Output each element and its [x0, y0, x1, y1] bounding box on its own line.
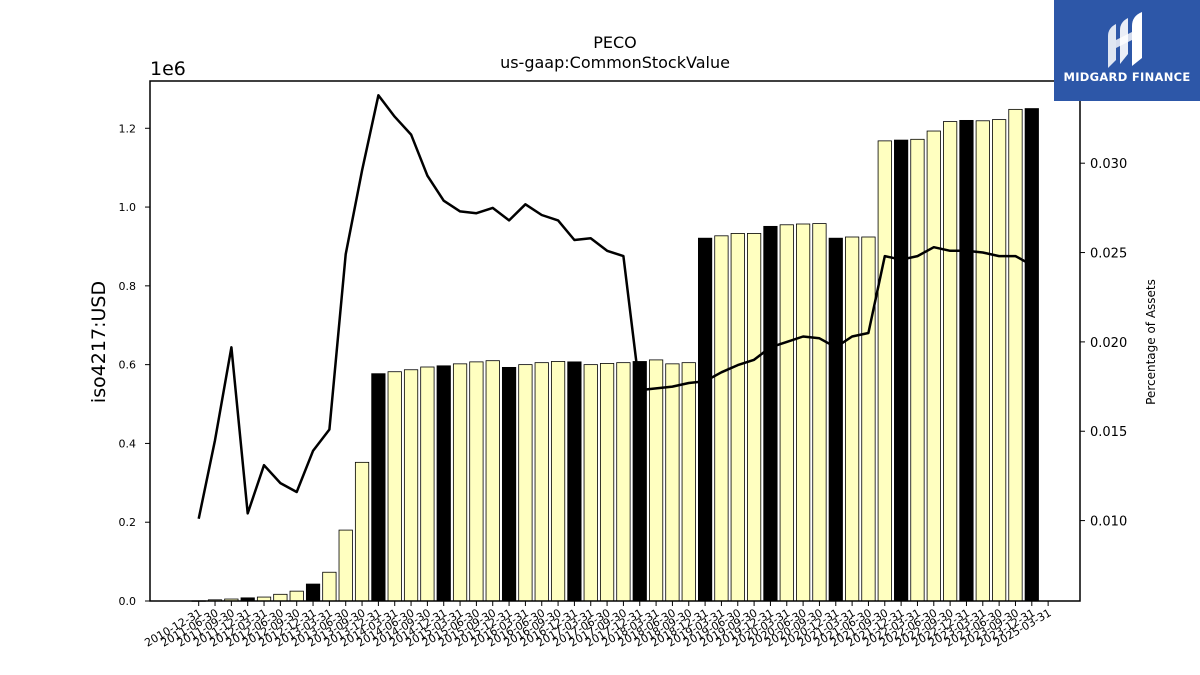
bar: [1008, 108, 1023, 602]
bar: [436, 365, 451, 602]
bar: [599, 363, 615, 602]
bar: [305, 583, 321, 602]
y2-tick-label: 0.015: [1090, 425, 1127, 440]
y-tick-label: 0.2: [119, 516, 137, 529]
bar: [518, 364, 533, 602]
y-offset-text: 1e6: [150, 58, 186, 80]
bar: [371, 373, 386, 602]
bar: [583, 364, 598, 602]
bar: [861, 236, 876, 602]
y-tick-label: 1.2: [119, 122, 137, 135]
bar: [845, 236, 860, 602]
bar: [485, 360, 500, 602]
bar: [894, 139, 909, 602]
chart-subtitle: us-gaap:CommonStockValue: [500, 53, 730, 72]
bar: [796, 223, 811, 602]
bar: [828, 237, 843, 602]
bar: [567, 361, 582, 602]
bars-group: [191, 108, 1039, 602]
y2-tick-label: 0.030: [1090, 157, 1127, 172]
plot-frame: [149, 80, 1081, 602]
y-tick-label: 0.0: [119, 595, 137, 608]
bar: [469, 361, 484, 602]
y-tick-label: 0.6: [119, 359, 137, 372]
y2-axis-label: Percentage of Assets: [1144, 279, 1158, 405]
percentage-line-group: [197, 94, 1033, 520]
chart-title: PECO: [593, 33, 637, 52]
bar: [943, 121, 958, 602]
bar: [763, 225, 778, 602]
bar: [812, 223, 827, 602]
y2-tick-label: 0.010: [1090, 515, 1127, 530]
bar: [354, 461, 370, 602]
bar: [697, 237, 713, 602]
y2-tick-label: 0.025: [1090, 247, 1127, 262]
midgard-logo-icon: [1108, 12, 1142, 68]
bar: [403, 369, 419, 602]
axes-group: 0.0 0.2 0.4 0.6 0.8 1.0 1.2 0.010 0.015 0.020 0.02…: [119, 80, 1127, 650]
bar: [550, 361, 566, 602]
bar: [273, 593, 288, 602]
bar: [648, 359, 664, 602]
bar: [632, 361, 647, 602]
y-axis-label: iso4217:USD: [88, 281, 110, 403]
bar: [681, 362, 696, 602]
bar: [992, 119, 1007, 602]
y-tick-label: 1.0: [119, 201, 137, 214]
bar: [975, 120, 990, 602]
y-tick-label: 0.4: [119, 437, 137, 450]
bar: [779, 224, 794, 602]
bar: [322, 571, 337, 602]
bar: [747, 233, 762, 602]
bar: [534, 362, 549, 602]
bar: [420, 366, 435, 602]
bar: [665, 363, 680, 602]
bar: [926, 130, 941, 602]
bar: [289, 590, 304, 602]
bar: [501, 366, 517, 602]
bar: [730, 233, 745, 602]
bar: [1024, 108, 1039, 602]
bar: [877, 140, 892, 602]
bar: [387, 371, 402, 602]
y2-tick-label: 0.020: [1090, 336, 1127, 351]
bar: [452, 363, 468, 602]
bar: [910, 138, 925, 602]
brand-logo: MIDGARD FINANCE: [1054, 0, 1200, 101]
bar: [616, 362, 631, 602]
logo-text: MIDGARD FINANCE: [1063, 70, 1191, 84]
percentage-of-assets-line: [197, 94, 1033, 520]
y-tick-label: 0.8: [119, 280, 137, 293]
bar: [959, 119, 974, 602]
bar: [714, 235, 729, 602]
bar: [338, 529, 353, 602]
